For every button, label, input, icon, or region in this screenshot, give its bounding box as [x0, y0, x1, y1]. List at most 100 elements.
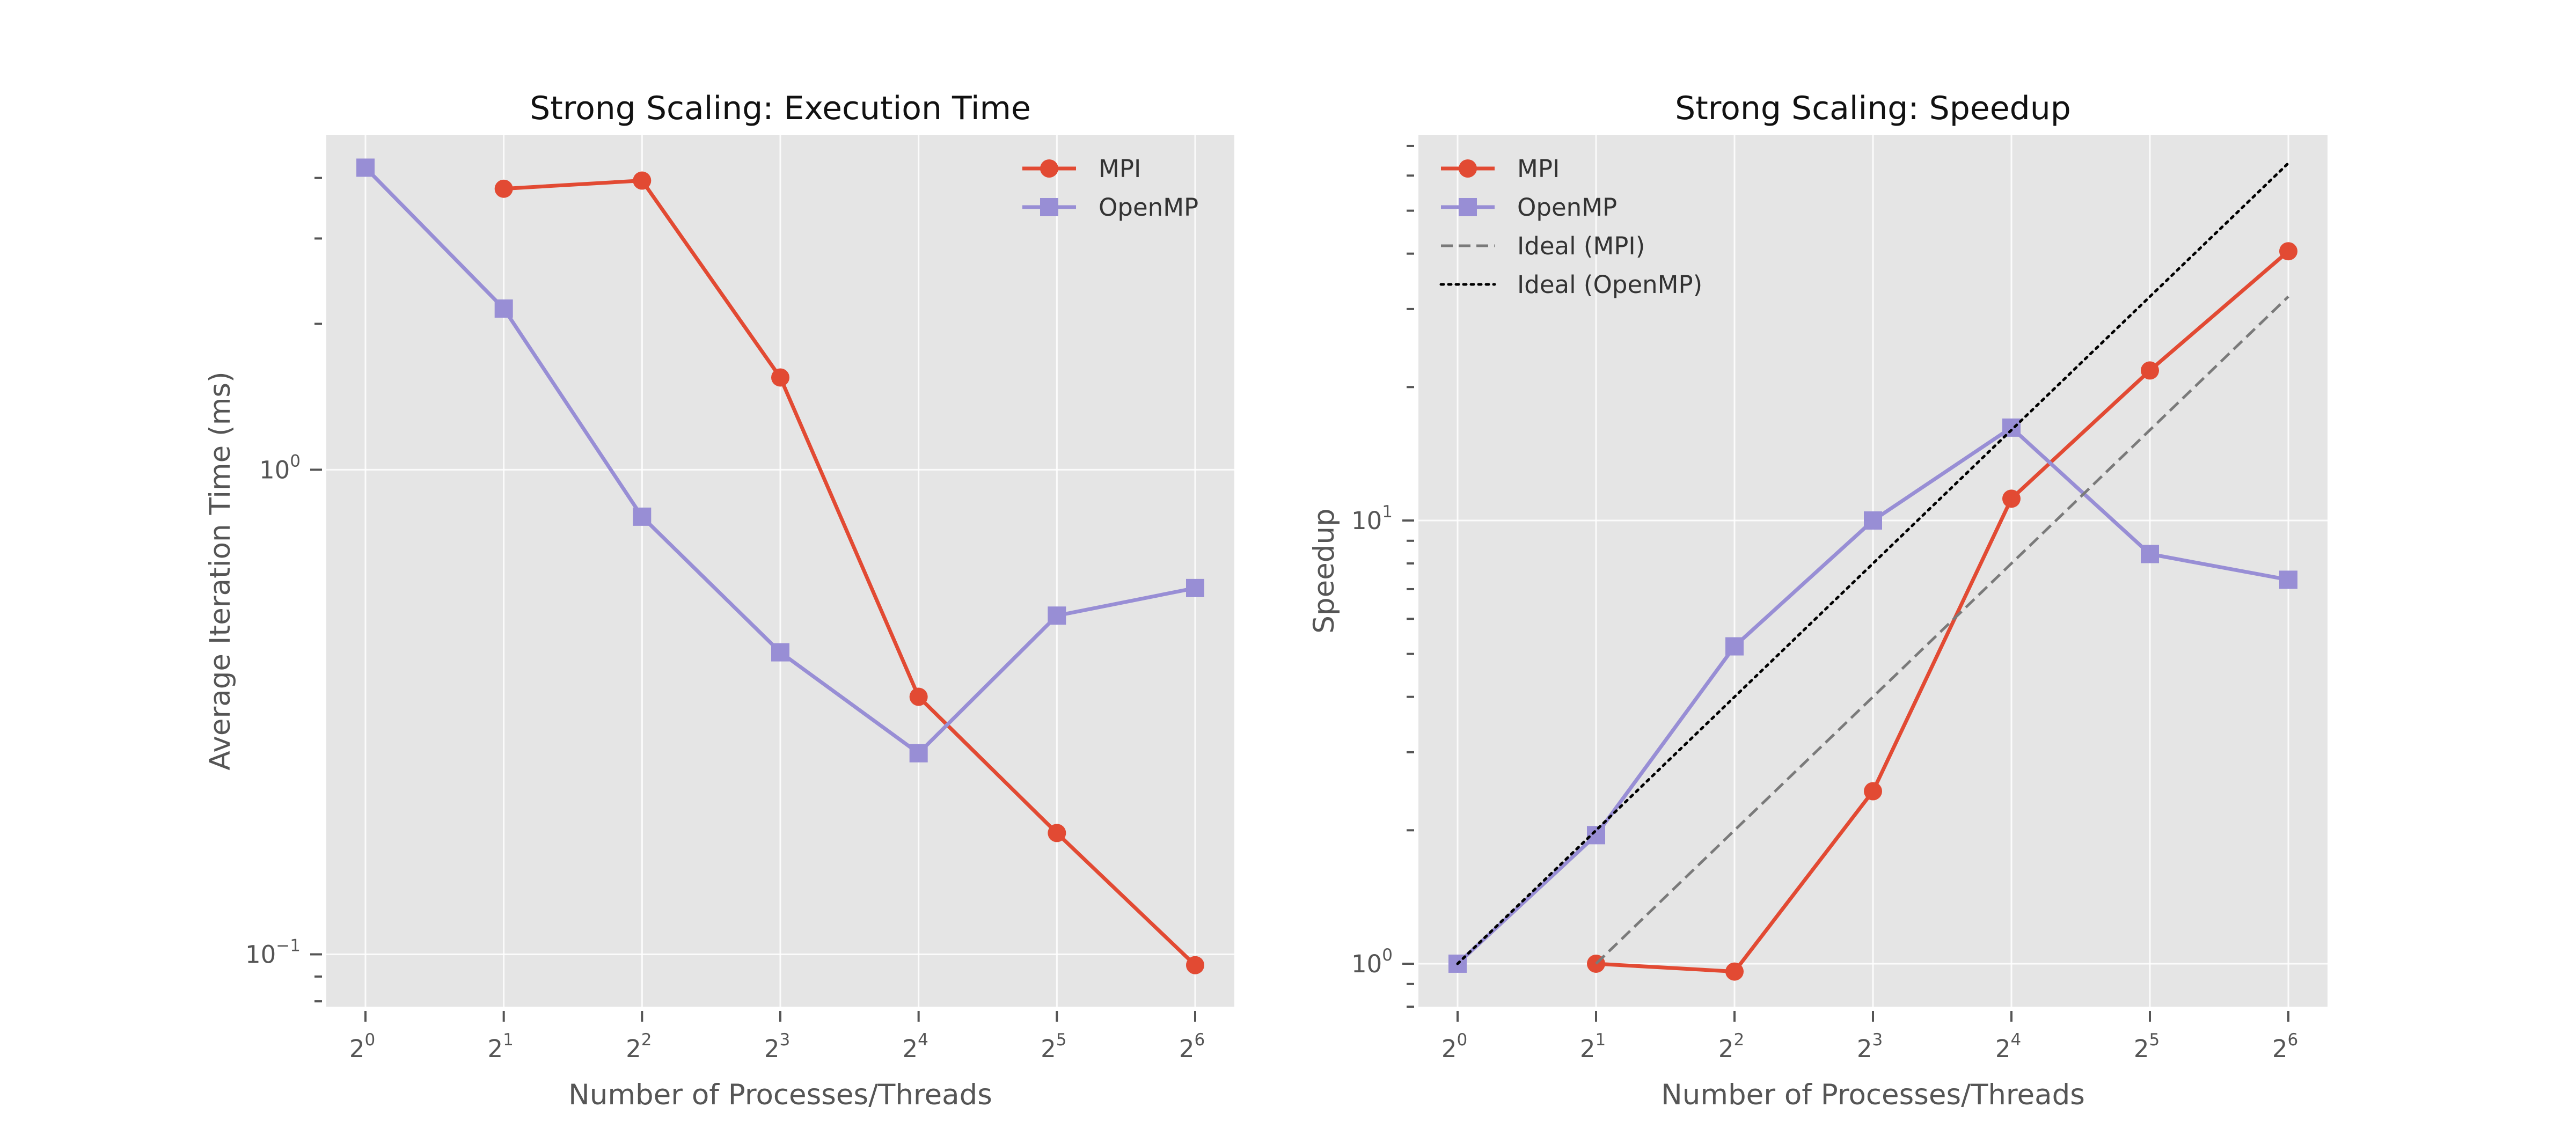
y-tick-base: 10 [245, 941, 276, 969]
legend-label: OpenMP [1517, 193, 1617, 222]
x-tick-base: 2 [2134, 1035, 2149, 1063]
x-tick-label: 21 [1580, 1030, 1606, 1063]
data-point [909, 687, 928, 706]
x-axis-label: Number of Processes/Threads [568, 1079, 992, 1111]
x-tick-exponent: 4 [918, 1030, 928, 1050]
legend-label: Ideal (MPI) [1517, 232, 1645, 260]
legend-item: Ideal (OpenMP) [1439, 270, 1702, 299]
series-mpi [1587, 242, 2297, 981]
data-point [1186, 578, 1204, 597]
data-point [2141, 361, 2159, 380]
data-point [1864, 511, 1882, 530]
legend: MPI OpenMP [1022, 155, 1198, 222]
x-tick-base: 2 [1995, 1035, 2011, 1063]
legend-item: Ideal (MPI) [1441, 232, 1645, 260]
x-tick-label: 20 [349, 1030, 375, 1063]
legend-item: OpenMP [1022, 193, 1198, 222]
x-tick-base: 2 [1441, 1035, 1457, 1063]
legend-item: MPI [1022, 155, 1141, 183]
x-tick-label: 20 [1441, 1030, 1467, 1063]
legend-item: MPI [1441, 155, 1560, 183]
chart-title: Strong Scaling: Execution Time [530, 90, 1031, 127]
y-axis-label: Average Iteration Time (ms) [204, 371, 237, 770]
series-line [1456, 162, 2290, 965]
legend-label: OpenMP [1099, 193, 1198, 222]
x-tick-label: 23 [764, 1030, 790, 1063]
legend-label: MPI [1099, 155, 1141, 183]
legend-marker [1459, 198, 1477, 216]
x-tick-base: 2 [349, 1035, 365, 1063]
series-openmp [356, 158, 1204, 763]
data-point [494, 179, 513, 198]
x-tick-base: 2 [764, 1035, 780, 1063]
legend-marker [1459, 159, 1477, 178]
x-tick-label: 24 [902, 1030, 928, 1063]
data-point [494, 299, 513, 318]
y-axis-label: Speedup [1308, 508, 1341, 633]
data-point [1864, 782, 1882, 801]
series-openmp [1448, 418, 2297, 973]
x-tick-label: 25 [1041, 1030, 1066, 1063]
data-point [771, 368, 789, 387]
x-tick-base: 2 [1718, 1035, 1734, 1063]
legend: MPI OpenMP Ideal (MPI) Ideal (OpenMP) [1439, 155, 1702, 299]
data-point [2279, 242, 2297, 261]
series-mpi [494, 171, 1204, 974]
x-tick-base: 2 [1857, 1035, 1872, 1063]
x-tick-exponent: 1 [503, 1030, 514, 1050]
x-tick-label: 23 [1857, 1030, 1883, 1063]
data-point [1186, 956, 1204, 974]
series-line [1596, 250, 2290, 974]
x-tick-base: 2 [2272, 1035, 2288, 1063]
x-tick-exponent: 3 [779, 1030, 790, 1050]
data-point [1048, 824, 1066, 842]
y-tick-label: 10−1 [245, 936, 301, 969]
x-tick-exponent: 4 [2010, 1030, 2021, 1050]
y-tick-base: 10 [1351, 507, 1382, 535]
data-point [2279, 570, 2297, 589]
x-tick-exponent: 5 [2149, 1030, 2160, 1050]
x-tick-label: 25 [2134, 1030, 2160, 1063]
x-tick-exponent: 2 [1733, 1030, 1744, 1050]
y-tick-label: 101 [1351, 502, 1393, 535]
data-point [1725, 637, 1744, 656]
data-point [771, 643, 789, 662]
x-axis-label: Number of Processes/Threads [1661, 1079, 2085, 1111]
y-tick-base: 10 [259, 456, 290, 484]
x-tick-exponent: 1 [1595, 1030, 1606, 1050]
data-point [633, 171, 652, 190]
y-tick-label: 100 [1351, 945, 1393, 978]
data-point [1587, 826, 1605, 845]
legend-marker [1040, 159, 1058, 178]
data-point [2002, 489, 2021, 508]
legend-item: OpenMP [1441, 193, 1617, 222]
series-ideal-openmp [1456, 162, 2290, 965]
x-tick-label: 21 [487, 1030, 513, 1063]
x-tick-exponent: 6 [2287, 1030, 2298, 1050]
x-tick-label: 22 [626, 1030, 652, 1063]
data-point [1725, 962, 1744, 981]
data-point [633, 507, 652, 526]
x-tick-exponent: 0 [1457, 1030, 1467, 1050]
data-point [356, 158, 375, 177]
y-tick-base: 10 [1351, 950, 1382, 978]
y-tick-exponent: 1 [1382, 502, 1393, 522]
x-tick-label: 26 [1179, 1030, 1205, 1063]
x-tick-exponent: 5 [1056, 1030, 1067, 1050]
y-tick-exponent: −1 [276, 936, 301, 956]
x-tick-exponent: 3 [1872, 1030, 1883, 1050]
chart-title: Strong Scaling: Speedup [1675, 90, 2071, 127]
x-tick-exponent: 2 [641, 1030, 652, 1050]
x-tick-exponent: 6 [1194, 1030, 1205, 1050]
y-tick-label: 100 [259, 451, 301, 484]
data-point [1048, 606, 1066, 625]
x-tick-base: 2 [487, 1035, 503, 1063]
x-tick-label: 26 [2272, 1030, 2298, 1063]
series-line [503, 179, 1197, 967]
legend-marker [1040, 198, 1058, 216]
legend-label: MPI [1517, 155, 1560, 183]
